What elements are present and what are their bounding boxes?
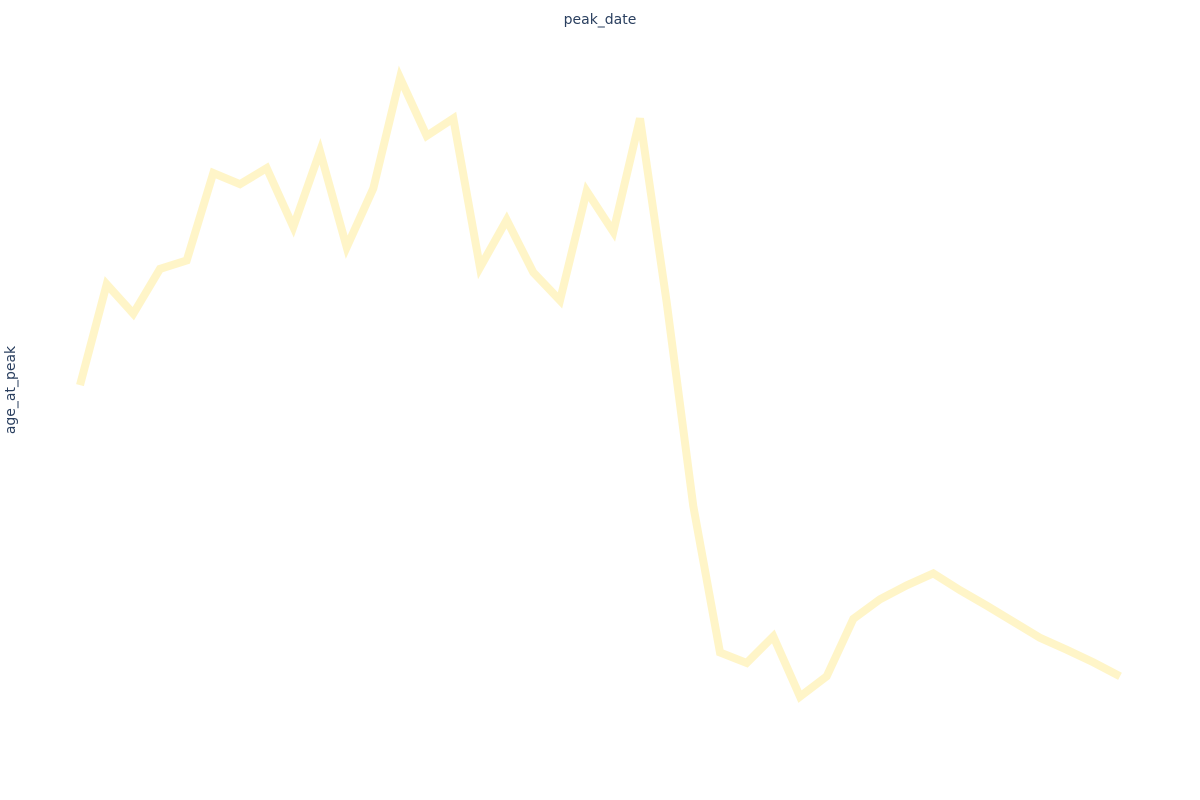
series-line-0 — [76, 65, 1122, 703]
y-axis-title: age_at_peak — [3, 345, 19, 434]
x-axis-title: peak_date — [564, 12, 637, 28]
series-layer — [76, 65, 1122, 703]
